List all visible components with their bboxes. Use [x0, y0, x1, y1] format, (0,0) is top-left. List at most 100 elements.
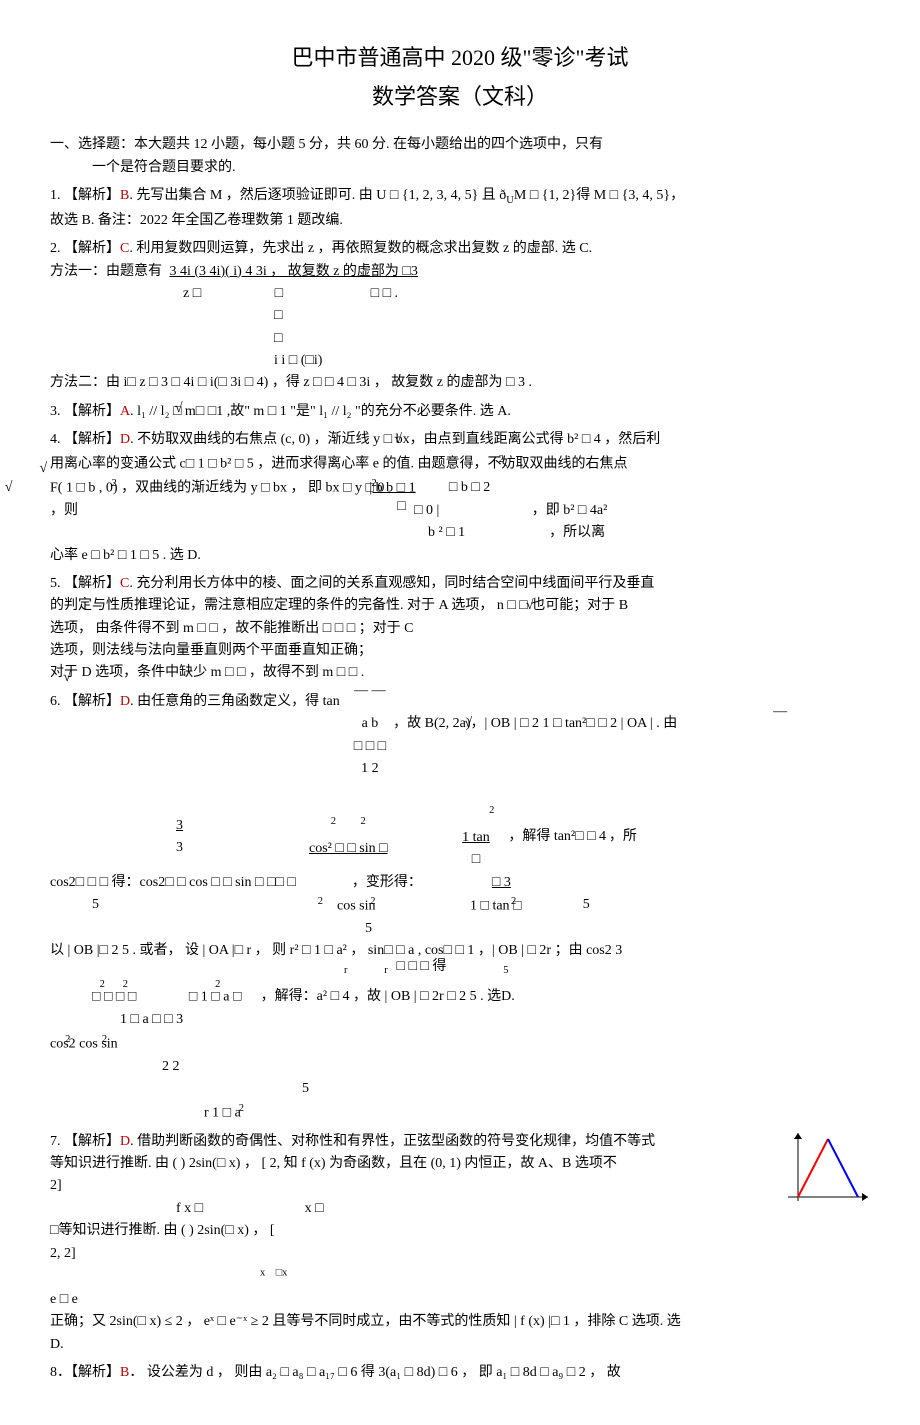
q5-answer: C: [120, 576, 129, 591]
q8-label: 8．【解析】: [50, 1365, 120, 1380]
q2-eq4: □: [274, 308, 282, 323]
q6-z1: 1 □ a □ □ 3: [120, 1009, 183, 1031]
q4-d1: F( 1 □ b , 0) ，双曲线的渐近线为 y □ bx ， 即 bx □ …: [50, 476, 397, 500]
question-5: 5. 【解析】C. 充分利用长方体中的棱、面之间的关系直观感知，同时结合空间中线…: [50, 573, 870, 685]
q4-d5b: □: [397, 496, 405, 518]
q6-tu1: r: [344, 963, 348, 985]
q6-frac3n: 21 tan□: [458, 803, 495, 872]
title-line-1: 巴中市普通高中 2020 级"零诊"考试: [50, 40, 870, 75]
question-8: 8．【解析】B． 设公差为 d ， 则由 a₂ □ a₈ □ a₁₇ □ 6 得…: [50, 1362, 870, 1384]
q1-sub-u: U: [506, 195, 514, 206]
q5-csqrt: √: [526, 598, 534, 613]
q1-text-b: . 先写出集合 M ，然后逐项验证即可. 由 U □ {1, 2, 3, 4, …: [129, 188, 506, 203]
q7-text-c: 等知识进行推断. 由 ( ) 2sin(□ x) ， [ 2, 知 f (x) …: [50, 1156, 617, 1171]
q2-method1-a: 方法一：由题意有: [50, 264, 162, 279]
q6-z4: 5: [302, 1078, 309, 1100]
q4-e: 心率 e □ b² □ 1 □ 5 . 选 D.: [50, 548, 201, 563]
q5-fsqrt: √: [63, 670, 71, 685]
q1-label: 1. 【解析】: [50, 188, 120, 203]
q5-label: 5. 【解析】: [50, 576, 120, 591]
q4-d8: ，所以离: [549, 522, 605, 544]
q4-text-c: 用离心率的变通公式 c□ 1 □ b² □ 5 ，进而求得离心率 e 的值. 由…: [50, 456, 628, 471]
q3-label: 3. 【解析】: [50, 404, 120, 419]
q4-d4: ，则: [50, 500, 78, 522]
q6-n: □ 3: [492, 872, 511, 894]
question-3: 3. 【解析】A. l₁ // l₂ □ m□ □1 ,故" m □ 1 "是"…: [50, 401, 870, 423]
q5-text-d: 选项， 由条件得不到 m □ □ ，故不能推断出 □ □ □ ；对于 C: [50, 621, 414, 636]
q6-label: 6. 【解析】: [50, 691, 120, 713]
q2-z: z □: [183, 286, 201, 301]
q6-x: ，解得：a² □ 4 ，故 | OB | □ 2r □ 2 5 . 选: [261, 986, 502, 1008]
q6-l2: □ □: [275, 872, 295, 894]
q6-y: D.: [501, 986, 515, 1008]
q6-w: □ 1 □ a □2: [189, 985, 247, 1009]
q5-text-c: 的判定与性质推理论证，需注意相应定理的条件的完备性. 对于 A 选项， n □ …: [50, 598, 628, 613]
q6-q: 5: [365, 918, 372, 940]
q7-text-f2: 2, 2]: [50, 1246, 76, 1261]
q3-sqrt: √: [175, 401, 183, 416]
q2-method2: 方法二：由 i□ z □ 3 □ 4i □ i(□ 3i □ 4) ，得 z □…: [50, 375, 532, 390]
section-1-text-b: 一个是符合题目要求的.: [92, 160, 236, 175]
q6-e: ，故 B(2, 2a)，| OB | □ 2 1 □ tan²□ □ 2 | O…: [393, 713, 699, 735]
question-6: 6. 【解析】D. 由任意角的三角函数定义，得 tan — —a b□ □ □1…: [50, 691, 870, 1125]
q6-t: 以 | OB |□ 2 5 . 或者， 设 | OA |□ r ， 则 r² □…: [50, 940, 622, 962]
q6-answer: D: [120, 691, 130, 713]
q7-diagram-svg: [780, 1131, 870, 1201]
q4-sqrt2: √: [40, 461, 48, 476]
question-4: 4. 【解析】D. 不妨取双曲线的右焦点 (c, 0) ，渐近线 y □ bx，…: [50, 429, 870, 567]
q7-e: x □: [305, 1201, 324, 1216]
q7-diagram: [780, 1131, 870, 1201]
curve-blue: [828, 1139, 858, 1197]
q4-d2: | b b □ 12: [369, 476, 421, 500]
q6-l: cos2□ □ □ 得：cos2□ □ cos □ □ sin □ □: [50, 872, 275, 894]
q1-text-c: M □ {1, 2}得 M □ {3, 4, 5}，: [514, 188, 684, 203]
q2-eq3: □ □ .: [371, 286, 398, 301]
q7-text-i: D.: [50, 1337, 64, 1352]
q4-csup: 2: [499, 454, 504, 465]
q6-frac1: — —a b□ □ □1 2: [354, 691, 386, 781]
q3-text-b: . l₁ // l₂ □ m□ □1 ,故" m □ 1 "是" l₁ // l…: [130, 404, 511, 419]
q6-v: □ □ □ □22: [92, 985, 147, 1009]
q6-i: ，解得 tan²□ □ 4: [508, 826, 606, 848]
q5-text-b: . 充分利用长方体中的棱、面之间的关系直观感知，同时结合空间中线面间平行及垂直: [129, 576, 654, 591]
q2-frac-den: i i □ (□i): [274, 353, 322, 368]
question-7: 7. 【解析】D. 借助判断函数的奇偶性、对称性和有界性，正弦型函数的符号变化规…: [50, 1131, 870, 1357]
q6-z3: 2 2: [162, 1056, 180, 1078]
q7-d: f x □: [176, 1201, 203, 1216]
q2-text-b: . 利用复数四则运算，先求出 z ，再依照复数的概念求出复数 z 的虚部. 选 …: [129, 241, 592, 256]
q6-s: 5: [583, 894, 590, 918]
q2-eq2: □: [275, 286, 283, 301]
q6-text-b: . 由任意角的三角函数定义，得 tan: [130, 691, 340, 713]
arrow-y: [794, 1133, 802, 1139]
q6-r: 1 □ tan □2: [470, 894, 527, 918]
q2-answer: C: [120, 241, 129, 256]
q6-o: 5: [92, 894, 99, 918]
q3-answer: A: [120, 404, 130, 419]
question-1: 1. 【解析】B. 先写出集合 M ，然后逐项验证即可. 由 U □ {1, 2…: [50, 185, 870, 232]
q7-label: 7. 【解析】: [50, 1134, 120, 1149]
q4-sqrt1: √: [394, 432, 402, 447]
q6-tu3: 5: [503, 963, 508, 985]
q2-frac-num: 3 4i (3 4i)( i) 4 3i ， 故复数 z 的虚部为 □3: [170, 264, 418, 279]
q6-z2: cos2 cos sin22: [50, 1032, 128, 1056]
title-line-2: 数学答案（文科）: [50, 79, 870, 114]
section-1-text-a: 一、选择题：本大题共 12 小题，每小题 5 分，共 60 分. 在每小题给出的…: [50, 137, 603, 152]
section-1-header: 一、选择题：本大题共 12 小题，每小题 5 分，共 60 分. 在每小题给出的…: [50, 134, 870, 179]
q7-text-f: □等知识进行推断. 由 ( ) 2sin(□ x) ， [: [50, 1223, 275, 1238]
q4-d7: b ² □ 1: [428, 522, 465, 544]
q1-answer: B: [120, 188, 129, 203]
arrow-x: [862, 1193, 868, 1201]
q7-text-h: 正确；又 2sin(□ x) ≤ 2 ， eˣ □ e⁻ˣ ≥ 2 且等号不同时…: [50, 1314, 681, 1329]
q6-tu2: r: [384, 963, 388, 985]
curve-red: [798, 1139, 828, 1197]
q7-text-c2: 2]: [50, 1178, 62, 1193]
q6-p: cos sin22: [337, 894, 386, 918]
q6-u: □ □ □ 得: [397, 956, 447, 978]
q7-text-b: . 借助判断函数的奇偶性、对称性和有界性，正弦型函数的符号变化规律，均值不等式: [130, 1134, 655, 1149]
question-2: 2. 【解析】C. 利用复数四则运算，先求出 z ，再依照复数的概念求出复数 z…: [50, 238, 870, 395]
q2-label: 2. 【解析】: [50, 241, 120, 256]
q5-text-e: 选项，则法线与法向量垂直则两个平面垂直知正确；: [50, 643, 372, 658]
q5-text-f: 对于 D 选项，条件中缺少 m □ □ ，故得不到 m □ □ .: [50, 665, 364, 680]
q6-z5: r 1 □ a2: [204, 1101, 246, 1125]
q6-k: ，所: [609, 826, 637, 848]
